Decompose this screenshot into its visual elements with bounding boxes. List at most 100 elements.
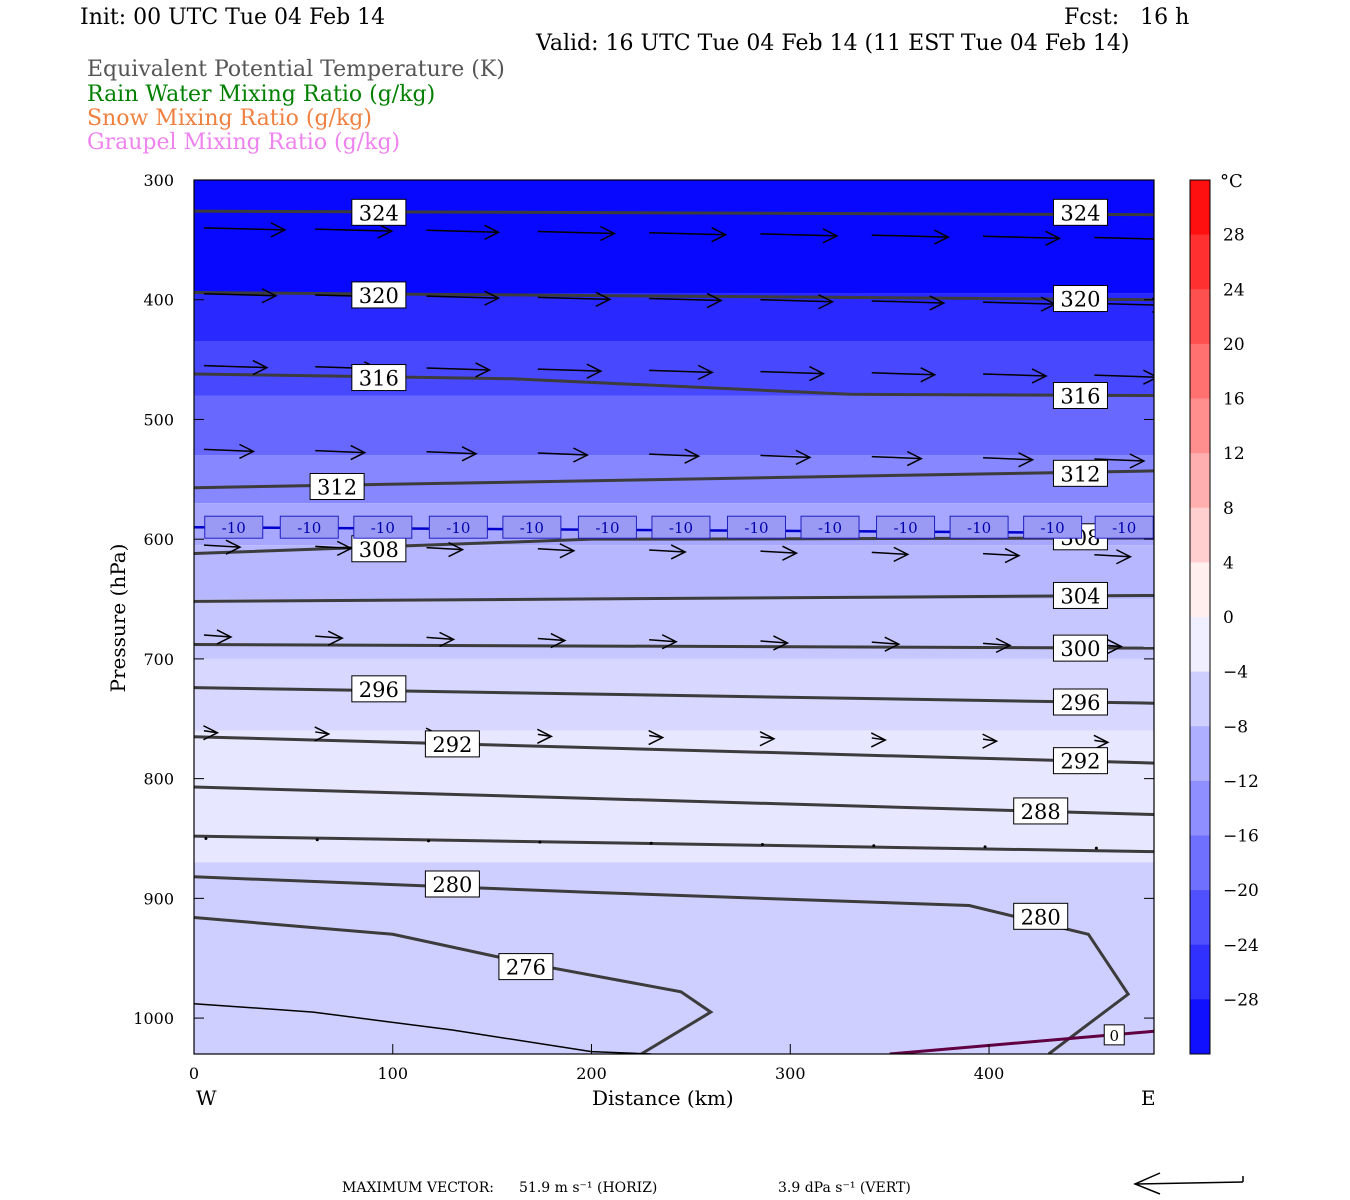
colorbar-tick-label: 28 (1223, 226, 1245, 246)
theta-e-label: 292 (432, 733, 472, 757)
max-vector-vert: 3.9 dPa s⁻¹ (VERT) (778, 1180, 911, 1196)
colorbar-tick-label: 24 (1223, 280, 1245, 300)
theta-e-label: 320 (1060, 288, 1100, 312)
wind-vector (983, 547, 1021, 564)
colorbar-swatch (1190, 289, 1210, 345)
wind-vector (871, 450, 923, 467)
temperature-band (194, 293, 1154, 342)
wind-vector (315, 223, 394, 239)
valid-time: Valid: 16 UTC Tue 04 Feb 14 (11 EST Tue … (536, 31, 1130, 56)
wind-vector (1094, 453, 1146, 469)
wind-vector (203, 222, 287, 238)
wind-vector (871, 295, 946, 311)
colorbar-swatch (1190, 234, 1210, 290)
y-tick-label: 800 (143, 770, 174, 789)
isotherm-label: -10 (744, 519, 768, 537)
forecast-hour: Fcst: 16 h (1064, 5, 1190, 30)
y-tick-label: 700 (143, 650, 174, 669)
x-tick-label: 100 (377, 1064, 408, 1083)
colorbar-swatch (1190, 562, 1210, 618)
theta-e-label-box (1013, 797, 1069, 825)
temperature-band (194, 545, 1154, 600)
x-tick-label: 300 (775, 1064, 806, 1083)
theta-e-label: 312 (317, 475, 357, 499)
theta-e-label-box (1052, 382, 1108, 410)
isotherm-label: -10 (595, 519, 619, 537)
wind-vector (203, 725, 220, 741)
theta-e-label-box (1052, 688, 1108, 716)
colorbar-tick-label: −20 (1223, 881, 1259, 901)
wind-vector (537, 632, 567, 649)
theta-e-label: 324 (359, 201, 399, 225)
wind-vector (983, 637, 1012, 654)
wind-vector (537, 447, 590, 463)
colorbar-swatch (1190, 180, 1210, 236)
wind-vector (759, 731, 776, 747)
colorbar-swatch (1190, 617, 1210, 673)
colorbar-swatch (1190, 835, 1210, 891)
colorbar-tick-label: 0 (1223, 608, 1234, 628)
theta-e-label-box (351, 364, 407, 392)
temperature-band (194, 395, 1154, 456)
theta-e-label: 300 (1060, 637, 1100, 661)
wind-vector (648, 729, 665, 746)
theta-e-label: 292 (1060, 750, 1100, 774)
isotherm-label-box (1094, 515, 1154, 539)
theta-e-label: 316 (359, 367, 399, 391)
theta-e-label: 280 (432, 873, 472, 897)
isotherm-label: -10 (1041, 519, 1065, 537)
theta-e-contour (194, 735, 1154, 765)
colorbar-tick-label: 12 (1223, 444, 1245, 464)
max-vector-label: MAXIMUM VECTOR: (342, 1180, 494, 1196)
wind-vector (538, 840, 542, 844)
wind-vector (426, 541, 465, 558)
theta-e-label: 324 (1060, 201, 1100, 225)
field-label-theta-e: Equivalent Potential Temperature (K) (87, 57, 505, 82)
x-tick-label: 400 (974, 1064, 1005, 1083)
freezing-label-box (1103, 1024, 1125, 1046)
wind-vector (760, 545, 799, 561)
theta-e-label-box (351, 535, 407, 563)
theta-e-contour (194, 785, 1154, 817)
wind-vector (426, 446, 478, 462)
theta-e-label: 288 (1021, 800, 1061, 824)
isotherm-label: -10 (1112, 519, 1136, 537)
theta-e-label: 312 (1060, 462, 1100, 486)
isotherm-label: -10 (222, 519, 246, 537)
theta-e-label: 320 (359, 284, 399, 308)
colorbar-swatch (1190, 343, 1210, 399)
plot-frame (193, 179, 1155, 1055)
y-tick-label: 300 (143, 171, 174, 190)
temperature-band (194, 862, 1154, 1054)
surface-line (194, 1002, 652, 1054)
theta-e-label-box (1052, 634, 1108, 662)
reference-vector-arrow-icon (1133, 1172, 1244, 1195)
wind-vector (1094, 846, 1098, 850)
colorbar-swatch (1190, 726, 1210, 782)
isotherm-label: -10 (520, 519, 544, 537)
theta-e-label-box (1052, 459, 1108, 487)
theta-e-label-box (424, 870, 480, 898)
isotherm-label-box (204, 515, 264, 539)
colorbar-swatch (1190, 398, 1210, 454)
wind-vector (983, 452, 1035, 468)
wind-vector (315, 630, 344, 646)
theta-e-label-box (1052, 747, 1108, 775)
theta-e-label-box (1052, 285, 1108, 313)
isotherm-label: -10 (371, 519, 395, 537)
colorbar-tick-label: −12 (1223, 772, 1259, 792)
colorbar-tick-label: 4 (1223, 553, 1234, 573)
wind-vector (649, 364, 714, 381)
isotherm-label: -10 (893, 519, 917, 537)
freezing-label: 0 (1109, 1027, 1119, 1045)
wind-vector (649, 292, 723, 309)
theta-e-contour (194, 834, 1154, 854)
wind-vector (203, 359, 269, 376)
theta-e-label: 280 (1021, 905, 1061, 929)
colorbar-swatch (1190, 890, 1210, 946)
wind-vector (426, 224, 501, 240)
isotherm-label: -10 (297, 519, 321, 537)
theta-e-label-box (1052, 581, 1108, 609)
wind-vector (1094, 549, 1133, 565)
wind-vector (870, 732, 887, 748)
